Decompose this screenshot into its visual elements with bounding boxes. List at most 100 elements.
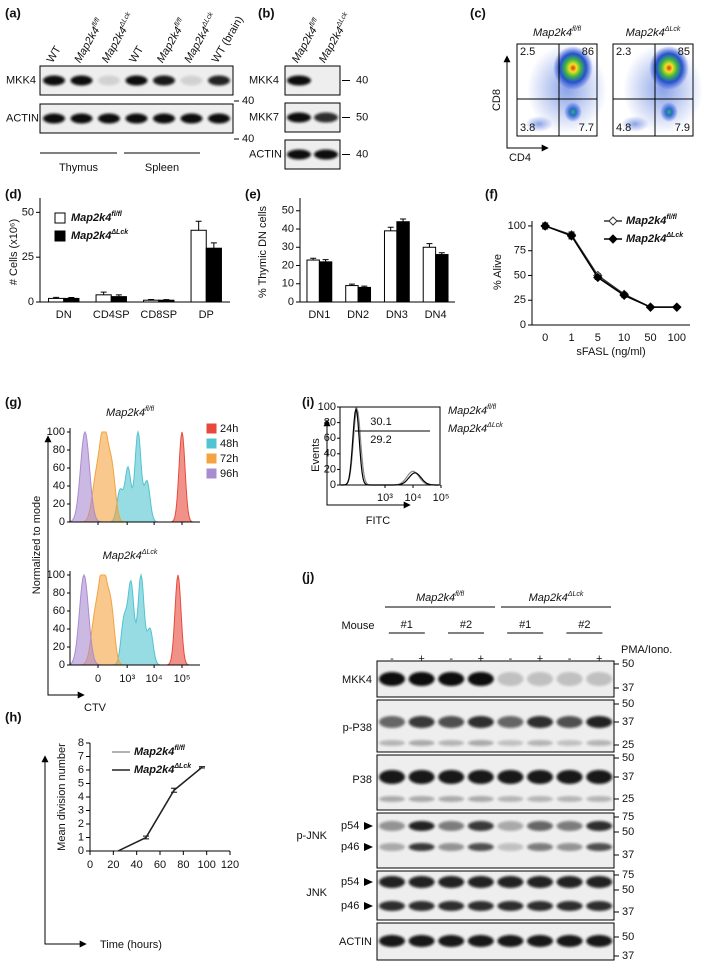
blot-band [527,901,553,911]
legend-swatch [54,212,66,224]
blot-band [314,112,338,123]
flow-density [553,46,593,90]
gene-name: Map2k4 [134,746,174,758]
y-tick-label: 2 [78,818,84,830]
blot-band [153,75,175,86]
blot-band [497,901,524,911]
blot-band [467,901,494,911]
legend-label: Map2k4ΔLck [448,422,503,435]
y-tick-label: 60 [53,605,65,617]
gene-name: Map2k4 [103,550,142,562]
error-bar [322,259,329,262]
row-label: p-P38 [343,722,372,734]
blot-band [408,935,435,947]
blot-band [497,672,524,686]
x-tick-label: 10³ [119,673,135,685]
panel-label: (c) [470,5,486,20]
blot-band [180,113,203,124]
plot-title: Map2k4fl/fl [533,26,582,39]
blot-band [586,770,613,784]
blot-band [556,843,583,851]
blot-band [208,75,230,86]
y-tick-label: 30 [282,241,294,253]
y-tick-label: 0 [330,479,336,491]
band-arrow [364,878,373,886]
row-label: ACTIN [339,936,372,948]
gene-name: Map2k4 [448,423,487,435]
error-bar [438,252,445,255]
blot-band [497,796,524,802]
blot-band [556,740,583,746]
band-label: p54 [341,820,359,832]
panel-label: (a) [5,5,21,20]
band-arrow [364,902,373,910]
y-tick-label: 0 [59,659,65,671]
point [619,290,629,300]
y-tick-label: 20 [53,498,65,510]
x-tick-label: 20 [107,859,119,871]
blot-band [586,821,613,831]
blot-band [497,935,524,947]
x-axis-label: Time (hours) [100,939,162,951]
bar [422,246,437,303]
superscript: fl/fl [487,404,496,411]
series-line [117,766,203,852]
x-tick-label: 40 [131,859,143,871]
blot-band [408,672,435,686]
y-axis-label: CD8 [491,89,503,111]
panel-label: (h) [5,709,22,724]
blot-band [438,770,465,784]
y-tick-label: 25 [514,294,526,306]
legend-swatch [206,468,217,479]
error-bar [163,299,170,301]
marker-label: 37 [622,716,634,728]
blot-band [467,770,494,784]
blot-band [527,821,553,831]
gene-name: Map2k4 [448,405,487,417]
x-tick-label: 50 [644,332,656,344]
x-tick-label: 1 [568,332,574,344]
y-axis-label: Normalized to mode [31,496,43,594]
blot-band [586,935,613,947]
panel-label: (g) [5,394,22,409]
bar [383,230,398,303]
panel-label: (e) [245,186,261,201]
bar [158,299,175,303]
y-tick-label: 80 [53,444,65,456]
blot-band [438,672,465,686]
axis-arrow [323,419,411,509]
error-bar [361,285,368,288]
x-tick-label: DN3 [386,309,408,321]
bar [205,247,222,303]
blot-band [438,901,465,911]
x-tick-label: 100 [197,859,215,871]
marker-label: 75 [622,869,634,881]
lane-label: WT (brain) [210,14,246,65]
x-tick-label: 0 [87,859,93,871]
x-tick-label: DP [199,309,214,321]
y-tick-label: 25 [22,251,34,263]
blot-band [586,796,613,802]
y-tick-label: 80 [53,587,65,599]
error-bar [199,766,205,769]
blot-band [408,770,435,784]
mouse-label: #2 [460,619,472,631]
blot-band [379,770,405,784]
group-title: Map2k4fl/fl [416,591,465,604]
y-tick-label: 7 [78,750,84,762]
legend-label: 72h [220,453,238,465]
y-tick-label: 0 [520,319,526,331]
treatment-label: + [537,653,543,665]
blot-band [438,740,465,746]
marker-label: 50 [622,752,634,764]
marker-label: 50 [622,698,634,710]
y-tick-label: 50 [514,269,526,281]
legend-label: Map2k4ΔLck [134,763,192,776]
quadrant-value: 86 [582,46,594,58]
flow-density [564,102,582,122]
quadrant-value: 3.8 [520,122,535,134]
blot-band [467,740,494,746]
blot-band [438,716,465,728]
legend-swatch [206,423,217,434]
y-tick-label: 20 [324,463,336,475]
